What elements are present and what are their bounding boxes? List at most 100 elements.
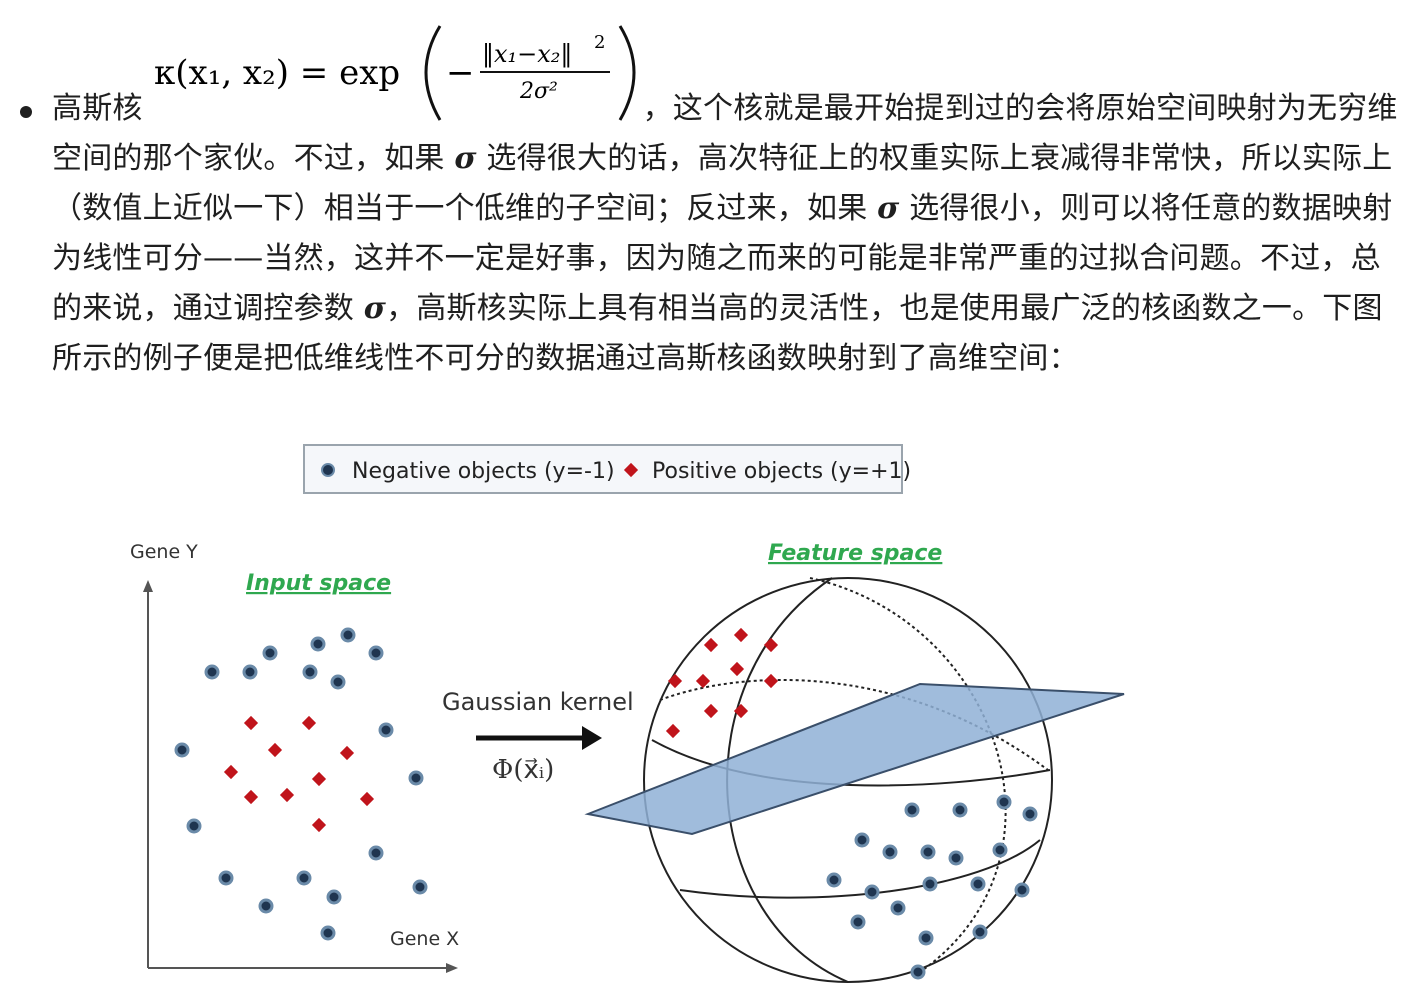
formula-minus: − xyxy=(446,53,475,93)
sigma-symbol: σ xyxy=(454,141,477,176)
list-bullet xyxy=(20,106,32,118)
input-negative-point xyxy=(174,742,190,758)
formula-numerator: ‖x₁−x₂‖ xyxy=(482,40,572,69)
legend-negative-marker xyxy=(321,463,335,477)
feature-negative-point xyxy=(1014,882,1030,898)
legend-box xyxy=(303,444,903,494)
axis-y-label: Gene Y xyxy=(130,541,198,563)
input-positive-point xyxy=(339,745,355,761)
feature-negative-point xyxy=(1022,806,1038,822)
input-positive-point xyxy=(243,715,259,731)
input-positive-points xyxy=(223,715,375,833)
map-label: Φ(x⃗ᵢ) xyxy=(492,755,554,785)
input-positive-point xyxy=(311,771,327,787)
input-negative-point xyxy=(218,870,234,886)
feature-negative-point xyxy=(826,872,842,888)
kernel-description-paragraph: 高斯核 ，这个核就是最开始提到过的会将原始空间映射为无穷维空间的那个家伙。不过，如… xyxy=(52,84,1402,384)
sphere-equator-front xyxy=(651,739,1051,787)
legend-positive-marker xyxy=(623,462,639,478)
feature-negative-point xyxy=(910,964,926,980)
feature-negative-points xyxy=(826,794,1038,980)
gaussian-kernel-formula: κ(x₁, x₂) = exp − ‖x₁−x₂‖ 2 2σ² xyxy=(154,25,636,121)
input-negative-point xyxy=(186,818,202,834)
input-negative-point xyxy=(310,636,326,652)
input-negative-points xyxy=(174,627,428,941)
line1-tail: ，这个核就是最开始提到过的会将原始空间映射为无 xyxy=(642,91,1338,126)
input-negative-point xyxy=(262,645,278,661)
feature-negative-point xyxy=(922,876,938,892)
feature-negative-point xyxy=(970,876,986,892)
input-space-title: Input space xyxy=(246,571,391,596)
input-negative-point xyxy=(242,664,258,680)
feature-positive-point xyxy=(665,723,681,739)
feature-negative-point xyxy=(882,844,898,860)
feature-positive-point xyxy=(703,637,719,653)
feature-negative-point xyxy=(864,884,880,900)
input-positive-point xyxy=(279,787,295,803)
input-axis-x-arrow xyxy=(446,963,458,973)
term-label: 高斯核 xyxy=(52,91,143,126)
feature-positive-point xyxy=(733,627,749,643)
feature-positive-point xyxy=(695,673,711,689)
feature-space-title: Feature space xyxy=(768,541,942,566)
input-positive-point xyxy=(301,715,317,731)
feature-positive-point xyxy=(763,637,779,653)
feature-positive-point xyxy=(703,703,719,719)
feature-negative-point xyxy=(904,802,920,818)
feature-negative-point xyxy=(972,924,988,940)
input-axis-y-arrow xyxy=(143,580,153,592)
feature-negative-point xyxy=(920,844,936,860)
legend-negative-label: Negative objects (y=-1) xyxy=(352,459,615,484)
sphere-meridian-back xyxy=(809,577,1007,973)
feature-positive-point xyxy=(729,661,745,677)
body-p2: 选得很大的话，高次特征上的权重实际上衰减得非常快，所以实际上（数值上近似一下）相… xyxy=(52,141,1393,226)
input-negative-point xyxy=(204,664,220,680)
formula-exponent: 2 xyxy=(594,32,605,53)
body-p6: ，高斯核实际上具有相当高的灵活性，也是使用最广泛的核函数之一。下图所示的例子便是… xyxy=(52,291,1383,376)
body-p4: 选得很小，则可以将任意的数据映射为线性可分——当然，这并不一定是好事，因为随之而… xyxy=(52,191,1393,326)
formula-lhs: κ(x₁, x₂) = exp xyxy=(154,53,400,93)
input-negative-point xyxy=(296,870,312,886)
feature-negative-point xyxy=(996,794,1012,810)
sigma-symbol: σ xyxy=(877,191,900,226)
input-positive-point xyxy=(359,791,375,807)
feature-sphere xyxy=(643,577,1053,983)
kernel-mapping-figure: Negative objects (y=-1) Positive objects… xyxy=(130,444,1125,983)
feature-negative-point xyxy=(850,914,866,930)
feature-positive-point xyxy=(733,703,749,719)
feature-positive-point xyxy=(763,673,779,689)
input-positive-point xyxy=(243,789,259,805)
input-negative-point xyxy=(326,889,342,905)
mapping-arrow-head xyxy=(582,726,602,750)
feature-negative-point xyxy=(992,842,1008,858)
body-p0: 穷维空间的那个家伙。不过，如果 xyxy=(52,91,1398,176)
formula-left-paren xyxy=(424,25,442,121)
feature-negative-point xyxy=(952,802,968,818)
axis-x-label: Gene X xyxy=(390,928,459,950)
feature-positive-point xyxy=(667,673,683,689)
feature-negative-point xyxy=(854,832,870,848)
separating-hyperplane xyxy=(584,682,1125,836)
feature-positive-points xyxy=(665,627,779,739)
input-negative-point xyxy=(320,925,336,941)
input-negative-point xyxy=(368,845,384,861)
formula-denominator: 2σ² xyxy=(519,79,558,104)
sphere-latitude-low xyxy=(679,839,1041,899)
arrow-label: Gaussian kernel xyxy=(442,688,634,716)
feature-negative-point xyxy=(890,900,906,916)
input-negative-point xyxy=(340,627,356,643)
formula-right-paren xyxy=(618,25,636,121)
input-negative-point xyxy=(330,674,346,690)
input-positive-point xyxy=(311,817,327,833)
input-negative-point xyxy=(302,664,318,680)
legend: Negative objects (y=-1) Positive objects… xyxy=(303,444,911,494)
feature-negative-point xyxy=(918,930,934,946)
input-negative-point xyxy=(258,898,274,914)
feature-negative-point xyxy=(948,850,964,866)
input-negative-point xyxy=(378,722,394,738)
input-positive-point xyxy=(267,742,283,758)
input-negative-point xyxy=(412,879,428,895)
input-negative-point xyxy=(368,645,384,661)
input-positive-point xyxy=(223,764,239,780)
sigma-symbol: σ xyxy=(363,291,387,326)
